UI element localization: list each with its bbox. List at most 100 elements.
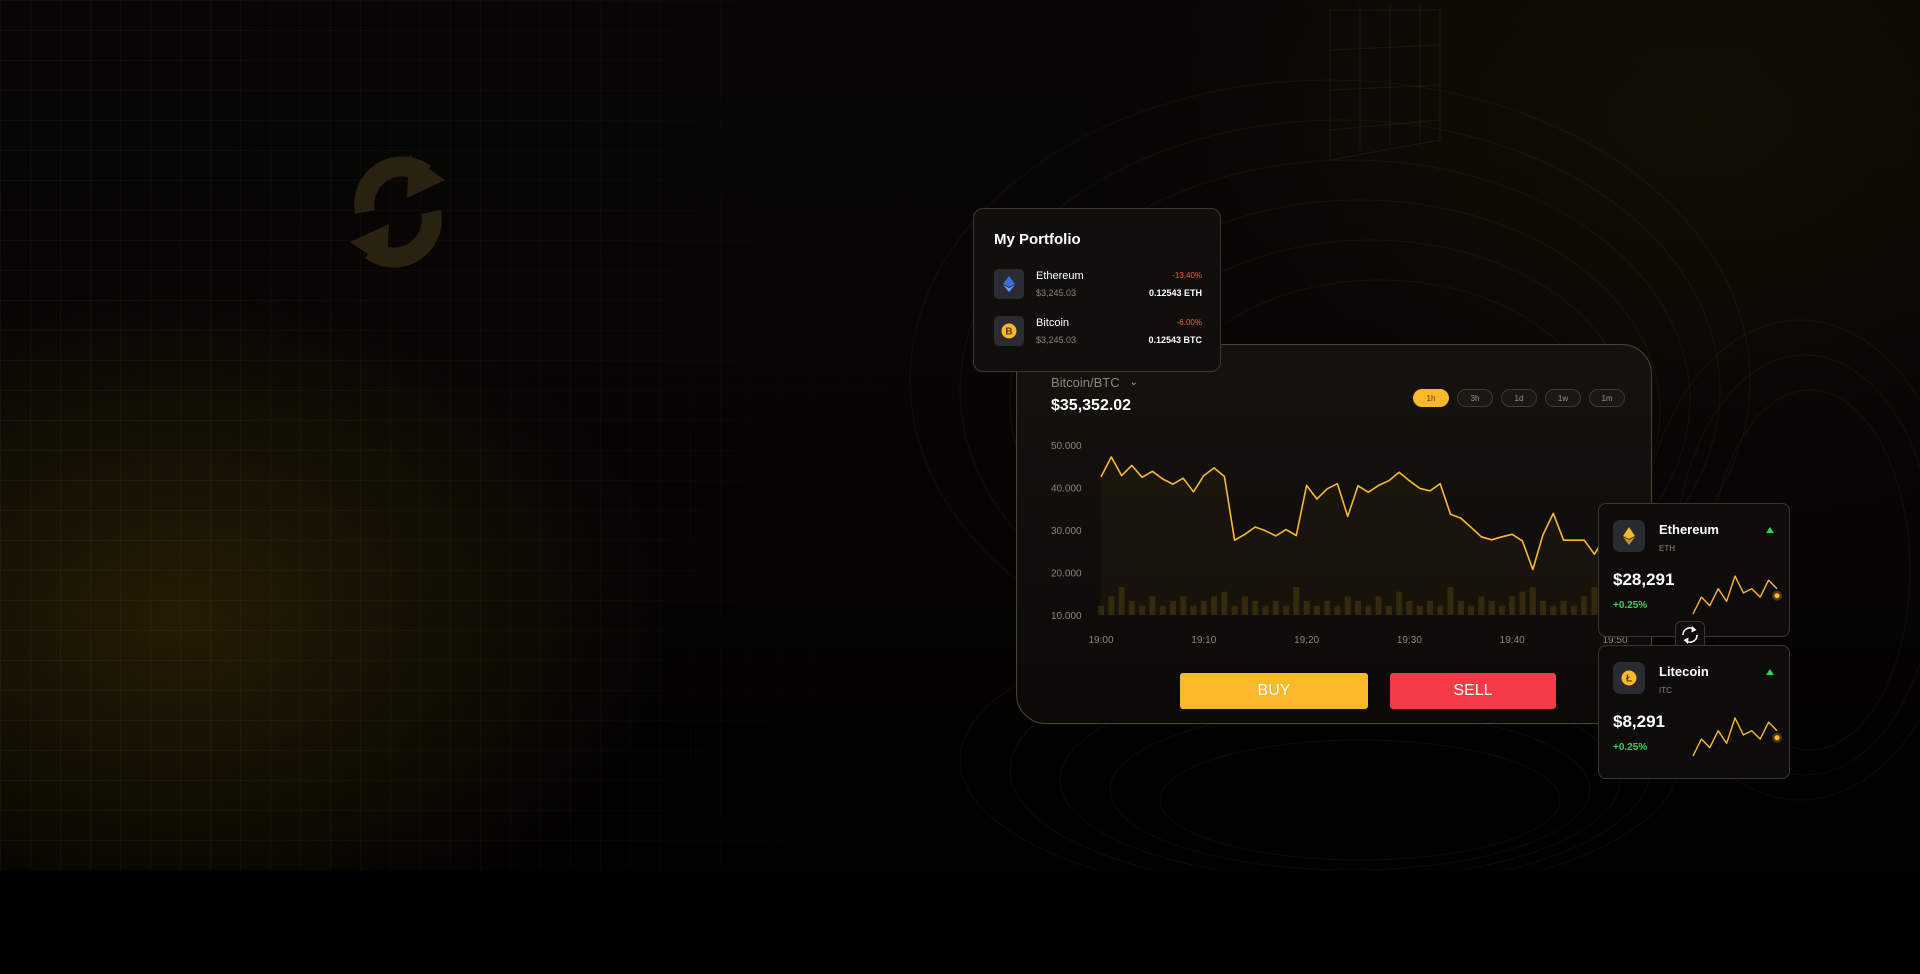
ethereum-icon <box>994 269 1024 299</box>
volume-bar <box>1581 596 1588 615</box>
volume-bar <box>1560 601 1567 615</box>
sparkline-path <box>1692 575 1778 615</box>
volume-bar <box>1324 601 1331 615</box>
volume-bar <box>1169 601 1176 615</box>
x-tick-label: 19:20 <box>1294 635 1319 646</box>
volume-bar <box>1180 596 1187 615</box>
x-tick-label: 19:10 <box>1191 635 1216 646</box>
volume-bar <box>1200 601 1207 615</box>
coin-name: Litecoin <box>1659 664 1709 679</box>
portfolio-row-ethereum[interactable]: Ethereum $3,245.03 -13.40% 0.12543 ETH <box>994 268 1202 302</box>
pair-selector[interactable]: Bitcoin/BTC ⌄ <box>1051 375 1138 390</box>
sell-button[interactable]: SELL <box>1390 673 1556 709</box>
volume-bar <box>1591 587 1598 615</box>
volume-bar <box>1252 601 1259 615</box>
timeframe-group: 1h 3h 1d 1w 1m <box>1413 389 1625 407</box>
coin-card-litecoin[interactable]: Ł Litecoin ITC $8,291 +0.25% <box>1598 645 1790 779</box>
sparkline-end-dot <box>1774 593 1780 599</box>
portfolio-title: My Portfolio <box>994 231 1081 248</box>
timeframe-1d[interactable]: 1d <box>1501 389 1537 407</box>
volume-bar <box>1406 601 1413 615</box>
portfolio-row-bitcoin[interactable]: B Bitcoin $3,245.03 -6.00% 0.12543 BTC <box>994 315 1202 349</box>
volume-bar <box>1550 605 1557 615</box>
volume-bar <box>1149 596 1156 615</box>
volume-bar <box>1231 605 1238 615</box>
volume-bar <box>1118 587 1125 615</box>
volume-bar <box>1334 605 1341 615</box>
litecoin-icon: Ł <box>1613 662 1645 694</box>
y-tick-label: 30.000 <box>1051 526 1082 537</box>
volume-bar <box>1211 596 1218 615</box>
volume-bar <box>1385 605 1392 615</box>
timeframe-1m[interactable]: 1m <box>1589 389 1625 407</box>
price-chart: 50.000 40.000 30.000 20.000 10.000 19:00 19:1… <box>1051 441 1628 646</box>
volume-bar <box>1303 601 1310 615</box>
coin-change: +0.25% <box>1613 742 1648 753</box>
volume-bar <box>1139 605 1146 615</box>
coin-symbol: ITC <box>1659 686 1672 695</box>
volume-bar <box>1396 591 1403 615</box>
volume-bar <box>1570 605 1577 615</box>
coin-change: +0.25% <box>1613 600 1648 611</box>
swap-button[interactable] <box>1675 621 1705 649</box>
y-tick-label: 10.000 <box>1051 611 1082 622</box>
volume-bar <box>1468 605 1475 615</box>
trading-panel: Bitcoin/BTC ⌄ $35,352.02 1h 3h 1d 1w 1m … <box>1016 344 1652 724</box>
volume-bar <box>1108 596 1115 615</box>
timeframe-1w[interactable]: 1w <box>1545 389 1581 407</box>
volume-bar <box>1375 596 1382 615</box>
volume-bar <box>1159 605 1166 615</box>
background-grid <box>0 0 1000 974</box>
volume-bar <box>1478 596 1485 615</box>
coin-price: $28,291 <box>1613 570 1675 589</box>
pair-label: Bitcoin/BTC <box>1051 375 1120 390</box>
x-tick-label: 19:30 <box>1397 635 1422 646</box>
volume-bar <box>1221 591 1228 615</box>
buy-button[interactable]: BUY <box>1180 673 1368 709</box>
volume-bar <box>1416 605 1423 615</box>
svg-text:Ł: Ł <box>1626 674 1632 685</box>
bottom-band <box>0 870 1920 974</box>
coin-name: Ethereum <box>1659 522 1719 537</box>
price-area <box>1101 456 1615 615</box>
volume-bar <box>1190 605 1197 615</box>
volume-bar <box>1457 601 1464 615</box>
volume-bar <box>1293 587 1300 615</box>
volume-bar <box>1344 596 1351 615</box>
x-tick-label: 19:50 <box>1602 635 1627 646</box>
volume-bar <box>1426 601 1433 615</box>
portfolio-coin-name: Ethereum <box>1036 270 1084 282</box>
coin-card-ethereum[interactable]: Ethereum ETH $28,291 +0.25% <box>1598 503 1790 637</box>
coin-sparkline <box>1692 717 1782 757</box>
coin-price: $8,291 <box>1613 712 1665 731</box>
timeframe-3h[interactable]: 3h <box>1457 389 1493 407</box>
timeframe-1h[interactable]: 1h <box>1413 389 1449 407</box>
y-tick-label: 40.000 <box>1051 484 1082 495</box>
portfolio-coin-change: -6.00% <box>1176 318 1202 327</box>
trend-up-icon <box>1766 669 1774 675</box>
chevron-down-icon: ⌄ <box>1129 377 1139 388</box>
volume-bar <box>1488 601 1495 615</box>
swap-icon <box>1682 626 1698 644</box>
sparkline-path <box>1692 717 1778 757</box>
portfolio-coin-change: -13.40% <box>1172 271 1202 280</box>
x-tick-label: 19:40 <box>1500 635 1525 646</box>
volume-bar <box>1509 596 1516 615</box>
y-tick-label: 50.000 <box>1051 441 1082 452</box>
portfolio-coin-usd: $3,245.03 <box>1036 335 1077 345</box>
portfolio-coin-usd: $3,245.03 <box>1036 288 1077 298</box>
y-tick-label: 20.000 <box>1051 569 1082 580</box>
x-tick-label: 19:00 <box>1088 635 1113 646</box>
volume-bar <box>1128 601 1135 615</box>
sync-decor-icon <box>350 155 445 268</box>
portfolio-coin-amount: 0.12543 BTC <box>1148 335 1202 345</box>
ethereum-icon <box>1613 520 1645 552</box>
trend-up-icon <box>1766 527 1774 533</box>
portfolio-coin-amount: 0.12543 ETH <box>1148 288 1202 298</box>
coin-sparkline <box>1692 575 1782 615</box>
bitcoin-icon: B <box>994 316 1024 346</box>
volume-bar <box>1365 605 1372 615</box>
pair-price: $35,352.02 <box>1051 397 1132 414</box>
volume-bar <box>1241 596 1248 615</box>
volume-bar <box>1097 605 1105 615</box>
